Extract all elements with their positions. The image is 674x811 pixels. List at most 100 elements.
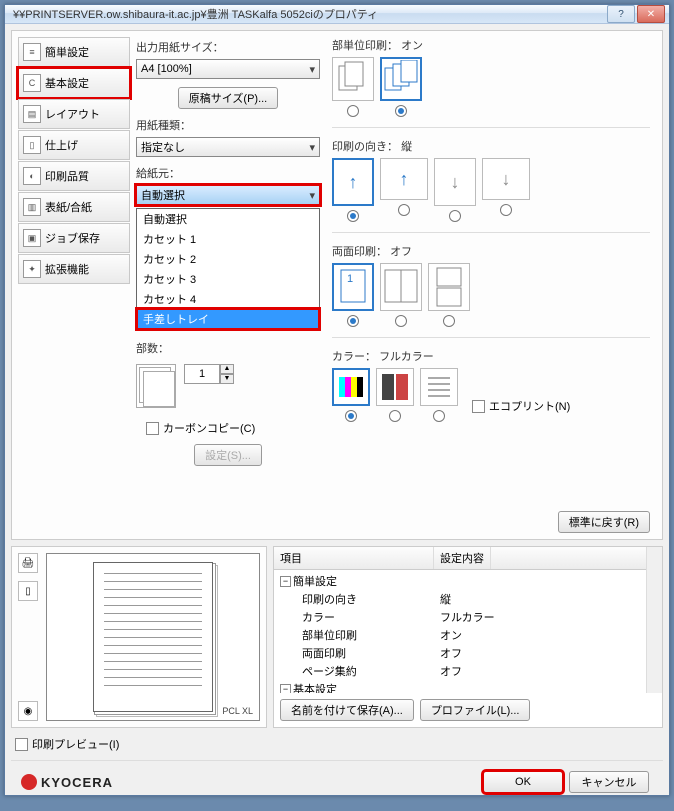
close-button[interactable]: ✕ [637, 5, 665, 23]
source-option[interactable]: カセット 2 [137, 249, 319, 269]
page-preview: PCL XL [46, 553, 260, 721]
options-column: 部単位印刷： オン 印刷の向き： 縦 ↑ ↑ ↓ ↓ [326, 37, 656, 533]
tab-icon: ✦ [23, 260, 41, 278]
source-option[interactable]: カセット 3 [137, 269, 319, 289]
orientation-label: 印刷の向き： 縦 [332, 141, 412, 153]
paper-type-label: 用紙種類： [136, 117, 320, 133]
tab-icon: ▯ [23, 136, 41, 154]
preview-printer-icon[interactable]: 🖨 [18, 553, 38, 573]
source-dropdown: 自動選択 カセット 1 カセット 2 カセット 3 カセット 4 手差しトレイ [136, 208, 320, 330]
orient-landscape-icon: ↑ [380, 158, 428, 200]
color-mono-radio[interactable] [433, 410, 445, 422]
tab-icon: ▣ [23, 229, 41, 247]
tab-quick[interactable]: ≡簡単設定 [18, 37, 130, 67]
color-mono-icon [420, 368, 458, 406]
tab-advanced[interactable]: ✦拡張機能 [18, 254, 130, 284]
original-size-button[interactable]: 原稿サイズ(P)... [178, 87, 279, 109]
tab-icon: ▥ [23, 198, 41, 216]
print-preview-label: 印刷プレビュー(I) [32, 736, 119, 752]
collate-on-icon [380, 57, 422, 101]
window-title: ¥¥PRINTSERVER.ow.shibaura-it.ac.jp¥豊洲 TA… [13, 6, 607, 22]
detail-col-item: 項目 [274, 547, 434, 569]
ok-button[interactable]: OK [483, 771, 563, 793]
tab-icon: ▤ [23, 105, 41, 123]
carbon-copy-label: カーボンコピー(C) [163, 420, 255, 436]
pcl-label: PCL XL [222, 706, 253, 716]
orient-portrait-rot-icon: ↓ [434, 158, 476, 206]
source-label: 給紙元： [136, 165, 320, 181]
source-option-selected[interactable]: 手差しトレイ [137, 309, 319, 329]
tree-toggle[interactable]: − [280, 684, 291, 694]
orient-landscape-rot-radio[interactable] [500, 204, 512, 216]
profile-button[interactable]: プロファイル(L)... [420, 699, 531, 721]
tab-cover[interactable]: ▥表紙/合紙 [18, 192, 130, 222]
restore-defaults-button[interactable]: 標準に戻す(R) [558, 511, 650, 533]
paper-type-combo[interactable]: 指定なし [136, 137, 320, 157]
duplex-short-radio[interactable] [443, 315, 455, 327]
tab-finishing[interactable]: ▯仕上げ [18, 130, 130, 160]
carbon-copy-checkbox[interactable] [146, 422, 159, 435]
kyocera-logo-icon [21, 774, 37, 790]
tab-job[interactable]: ▣ジョブ保存 [18, 223, 130, 253]
duplex-short-icon [428, 263, 470, 311]
detail-header: 項目 設定内容 [274, 547, 646, 570]
output-size-combo[interactable]: A4 [100%] [136, 59, 320, 79]
carbon-settings-button: 設定(S)... [194, 444, 262, 466]
collate-on-radio[interactable] [395, 105, 407, 117]
orient-portrait-radio[interactable] [347, 210, 359, 222]
output-size-label: 出力用紙サイズ： [136, 39, 320, 55]
source-option[interactable]: 自動選択 [137, 209, 319, 229]
tree-toggle[interactable]: − [280, 576, 291, 587]
orient-portrait-rot-radio[interactable] [449, 210, 461, 222]
brand-footer: KYOCERA OK キャンセル [11, 760, 663, 805]
copies-input[interactable] [184, 364, 220, 384]
collate-off-radio[interactable] [347, 105, 359, 117]
help-button[interactable]: ? [607, 5, 635, 23]
settings-column: 出力用紙サイズ： A4 [100%] 原稿サイズ(P)... 用紙種類： 指定な… [136, 37, 320, 533]
preview-color-icon[interactable]: ◉ [18, 701, 38, 721]
spin-up[interactable]: ▲ [220, 364, 234, 374]
color-label: カラー： フルカラー [332, 351, 434, 363]
detail-col-value: 設定内容 [434, 547, 491, 569]
tab-layout[interactable]: ▤レイアウト [18, 99, 130, 129]
lower-panel: 🖨 ▯ ◉ PCL XL 項目 設定内容 [11, 546, 663, 728]
duplex-label: 両面印刷： オフ [332, 246, 412, 258]
source-combo[interactable]: 自動選択 [136, 185, 320, 205]
color-auto-icon [376, 368, 414, 406]
orient-landscape-rot-icon: ↓ [482, 158, 530, 200]
color-full-icon [332, 368, 370, 406]
dialog-window: ¥¥PRINTSERVER.ow.shibaura-it.ac.jp¥豊洲 TA… [4, 4, 670, 796]
tab-icon: C [23, 74, 41, 92]
save-named-button[interactable]: 名前を付けて保存(A)... [280, 699, 414, 721]
source-option[interactable]: カセット 4 [137, 289, 319, 309]
eco-label: エコプリント(N) [489, 398, 570, 414]
tab-quality[interactable]: ◐印刷品質 [18, 161, 130, 191]
preview-checkbox-row: 印刷プレビュー(I) [11, 734, 663, 754]
copies-label: 部数： [136, 340, 320, 356]
titlebar: ¥¥PRINTSERVER.ow.shibaura-it.ac.jp¥豊洲 TA… [5, 5, 669, 24]
collate-off-icon [332, 57, 374, 101]
collate-label: 部単位印刷： オン [332, 40, 423, 52]
tab-basic[interactable]: C基本設定 [18, 68, 130, 98]
color-auto-radio[interactable] [389, 410, 401, 422]
copies-spinner[interactable]: ▲▼ [184, 364, 234, 384]
tab-icon: ≡ [23, 43, 41, 61]
orient-portrait-icon: ↑ [332, 158, 374, 206]
upper-panel: ≡簡単設定 C基本設定 ▤レイアウト ▯仕上げ ◐印刷品質 ▥表紙/合紙 ▣ジョ… [11, 30, 663, 540]
category-tabs: ≡簡単設定 C基本設定 ▤レイアウト ▯仕上げ ◐印刷品質 ▥表紙/合紙 ▣ジョ… [18, 37, 130, 533]
preview-pane: 🖨 ▯ ◉ PCL XL [11, 546, 267, 728]
color-full-radio[interactable] [345, 410, 357, 422]
duplex-off-icon: 1 [332, 263, 374, 311]
cancel-button[interactable]: キャンセル [569, 771, 649, 793]
duplex-long-radio[interactable] [395, 315, 407, 327]
duplex-off-radio[interactable] [347, 315, 359, 327]
spin-down[interactable]: ▼ [220, 374, 234, 384]
print-preview-checkbox[interactable] [15, 738, 28, 751]
preview-page-icon[interactable]: ▯ [18, 581, 38, 601]
source-option[interactable]: カセット 1 [137, 229, 319, 249]
eco-checkbox[interactable] [472, 400, 485, 413]
detail-scrollbar[interactable] [646, 547, 662, 693]
svg-text:1: 1 [347, 273, 353, 285]
duplex-long-icon [380, 263, 422, 311]
orient-landscape-radio[interactable] [398, 204, 410, 216]
